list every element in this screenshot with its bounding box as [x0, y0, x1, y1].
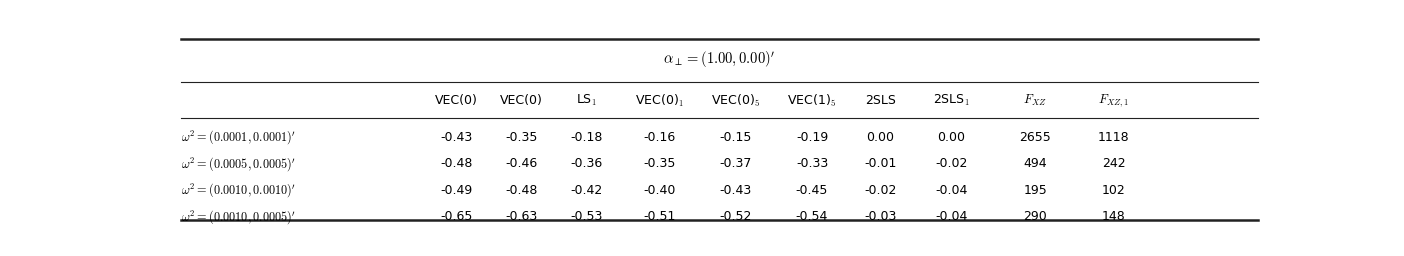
Text: -0.04: -0.04: [935, 210, 967, 223]
Text: -0.03: -0.03: [865, 210, 897, 223]
Text: -0.45: -0.45: [796, 184, 828, 197]
Text: -0.01: -0.01: [865, 157, 897, 170]
Text: $\omega^2 = (0.0010, 0.0010)^{\prime}$: $\omega^2 = (0.0010, 0.0010)^{\prime}$: [181, 182, 296, 199]
Text: 494: 494: [1024, 157, 1047, 170]
Text: -0.48: -0.48: [505, 184, 538, 197]
Text: 0.00: 0.00: [938, 131, 966, 144]
Text: -0.16: -0.16: [643, 131, 675, 144]
Text: VEC(0)$_5$: VEC(0)$_5$: [712, 93, 761, 109]
Text: VEC(0): VEC(0): [500, 94, 543, 107]
Text: $\alpha_{\perp} = (1.00, 0.00)^{\prime}$: $\alpha_{\perp} = (1.00, 0.00)^{\prime}$: [663, 49, 776, 69]
Text: $F_{XZ,1}$: $F_{XZ,1}$: [1098, 92, 1129, 109]
Text: $\omega^2 = (0.0010, 0.0005)^{\prime}$: $\omega^2 = (0.0010, 0.0005)^{\prime}$: [181, 208, 296, 226]
Text: -0.52: -0.52: [720, 210, 753, 223]
Text: $\omega^2 = (0.0005, 0.0005)^{\prime}$: $\omega^2 = (0.0005, 0.0005)^{\prime}$: [181, 155, 296, 173]
Text: VEC(0)$_1$: VEC(0)$_1$: [635, 93, 684, 109]
Text: -0.40: -0.40: [643, 184, 675, 197]
Text: -0.36: -0.36: [570, 157, 602, 170]
Text: 290: 290: [1024, 210, 1047, 223]
Text: -0.04: -0.04: [935, 184, 967, 197]
Text: -0.43: -0.43: [439, 131, 472, 144]
Text: -0.54: -0.54: [796, 210, 828, 223]
Text: -0.65: -0.65: [439, 210, 472, 223]
Text: VEC(0): VEC(0): [435, 94, 477, 107]
Text: 2SLS: 2SLS: [865, 94, 896, 107]
Text: -0.15: -0.15: [720, 131, 753, 144]
Text: $\omega^2 = (0.0001, 0.0001)^{\prime}$: $\omega^2 = (0.0001, 0.0001)^{\prime}$: [181, 128, 296, 146]
Text: -0.35: -0.35: [643, 157, 675, 170]
Text: -0.53: -0.53: [570, 210, 602, 223]
Text: 242: 242: [1102, 157, 1125, 170]
Text: -0.43: -0.43: [720, 184, 753, 197]
Text: -0.19: -0.19: [796, 131, 828, 144]
Text: LS$_1$: LS$_1$: [576, 93, 597, 108]
Text: -0.49: -0.49: [439, 184, 472, 197]
Text: -0.35: -0.35: [505, 131, 538, 144]
Text: -0.51: -0.51: [643, 210, 675, 223]
Text: -0.48: -0.48: [439, 157, 472, 170]
Text: -0.02: -0.02: [865, 184, 897, 197]
Text: 148: 148: [1102, 210, 1126, 223]
Text: 102: 102: [1102, 184, 1126, 197]
Text: -0.46: -0.46: [505, 157, 538, 170]
Text: -0.42: -0.42: [570, 184, 602, 197]
Text: -0.63: -0.63: [505, 210, 538, 223]
Text: $F_{XZ}$: $F_{XZ}$: [1024, 93, 1047, 108]
Text: 0.00: 0.00: [866, 131, 894, 144]
Text: 195: 195: [1024, 184, 1047, 197]
Text: -0.02: -0.02: [935, 157, 967, 170]
Text: 2655: 2655: [1019, 131, 1052, 144]
Text: 1118: 1118: [1098, 131, 1129, 144]
Text: VEC(1)$_5$: VEC(1)$_5$: [788, 93, 837, 109]
Text: -0.18: -0.18: [570, 131, 602, 144]
Text: -0.33: -0.33: [796, 157, 828, 170]
Text: -0.37: -0.37: [720, 157, 753, 170]
Text: 2SLS$_1$: 2SLS$_1$: [932, 93, 970, 108]
